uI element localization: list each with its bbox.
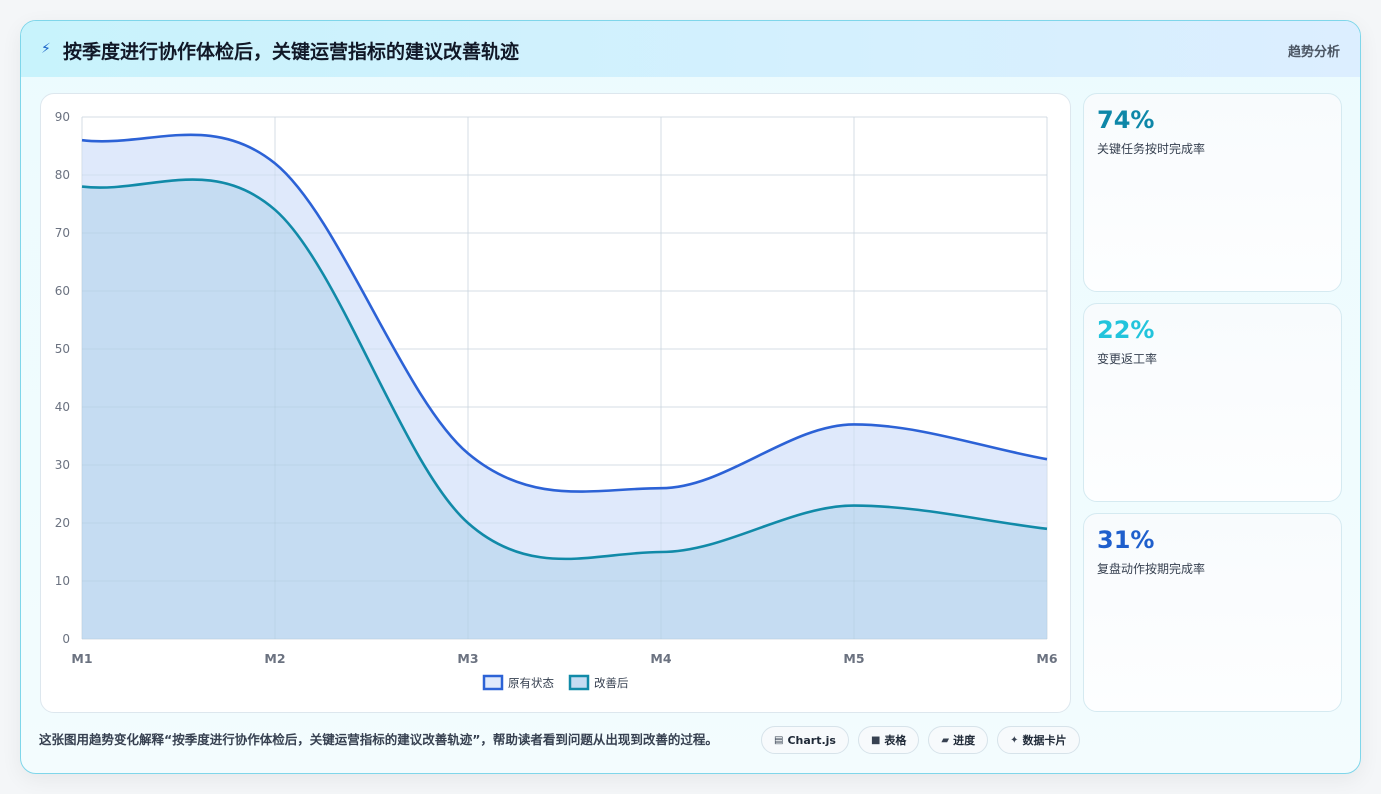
kpi-value: 22%: [1097, 316, 1155, 344]
page-title: 按季度进行协作体检后，关键运营指标的建议改善轨迹: [63, 41, 520, 63]
y-tick-label: 30: [55, 458, 70, 472]
card-header: ⚡ 按季度进行协作体检后，关键运营指标的建议改善轨迹 趋势分析: [21, 21, 1360, 77]
legend-label-0: 原有状态: [508, 676, 554, 690]
series-area-1: [82, 179, 1047, 639]
chip-label: 表格: [884, 734, 907, 747]
y-tick-label: 60: [55, 284, 70, 298]
chart-icon: ▤: [774, 734, 784, 746]
chip-label: Chart.js: [787, 733, 836, 747]
tech-chips: ▤ Chart.js ■ 表格 ▰ 进度 ✦ 数据卡片: [761, 726, 1080, 754]
table-icon: ■: [870, 734, 881, 746]
x-tick-label: M4: [650, 651, 671, 666]
legend-label-1: 改善后: [594, 676, 629, 690]
y-tick-label: 10: [55, 574, 70, 588]
chip-label: 进度: [953, 734, 976, 747]
sparkle-icon: ✦: [1010, 734, 1019, 746]
x-tick-label: M3: [457, 651, 478, 666]
trend-analysis-tag: 趋势分析: [1287, 45, 1340, 60]
x-tick-label: M5: [843, 651, 864, 666]
kpi-card-rework: 22% 变更返工率: [1083, 303, 1342, 502]
y-tick-label: 0: [62, 632, 70, 646]
legend-swatch-0: [482, 674, 504, 691]
x-tick-label: M1: [71, 651, 92, 666]
chart-panel: 0 10 20 30 40 50 60 70 80 90 M1 M2 M3 M4 M5 M6 原有状态 改善后: [40, 93, 1071, 713]
kpi-value: 31%: [1097, 526, 1155, 554]
chip-progress[interactable]: ▰ 进度: [928, 726, 989, 754]
y-tick-label: 70: [55, 226, 70, 240]
y-tick-label: 40: [55, 400, 70, 414]
series-line-1: [81, 178, 1048, 561]
chip-table[interactable]: ■ 表格: [857, 726, 920, 754]
legend-swatch-1: [568, 674, 590, 691]
bolt-icon: ⚡: [41, 41, 51, 57]
chip-data-card[interactable]: ✦ 数据卡片: [997, 726, 1080, 754]
kpi-label: 复盘动作按期完成率: [1097, 562, 1206, 576]
series-line-0: [81, 133, 1048, 493]
kpi-card-review: 31% 复盘动作按期完成率: [1083, 513, 1342, 712]
kpi-label: 变更返工率: [1097, 352, 1158, 366]
dashboard-card: ⚡ 按季度进行协作体检后，关键运营指标的建议改善轨迹 趋势分析 0 10 20 30 4…: [20, 20, 1361, 774]
y-tick-label: 50: [55, 342, 70, 356]
x-tick-label: M2: [264, 651, 285, 666]
chip-label: 数据卡片: [1022, 734, 1067, 747]
progress-icon: ▰: [941, 734, 950, 746]
y-tick-label: 90: [55, 110, 70, 124]
chart-description: 这张图用趋势变化解释“按季度进行协作体检后，关键运营指标的建议改善轨迹”，帮助读…: [39, 732, 718, 747]
y-tick-label: 80: [55, 168, 70, 182]
kpi-card-on-time: 74% 关键任务按时完成率: [1083, 93, 1342, 292]
chip-chartjs[interactable]: ▤ Chart.js: [761, 726, 849, 754]
x-tick-label: M6: [1036, 651, 1057, 666]
area-chart: 0 10 20 30 40 50 60 70 80 90 M1 M2 M3 M4 M5 M6 原有状态 改善后: [55, 110, 1058, 691]
kpi-value: 74%: [1097, 106, 1155, 134]
y-tick-label: 20: [55, 516, 70, 530]
kpi-label: 关键任务按时完成率: [1097, 142, 1206, 156]
